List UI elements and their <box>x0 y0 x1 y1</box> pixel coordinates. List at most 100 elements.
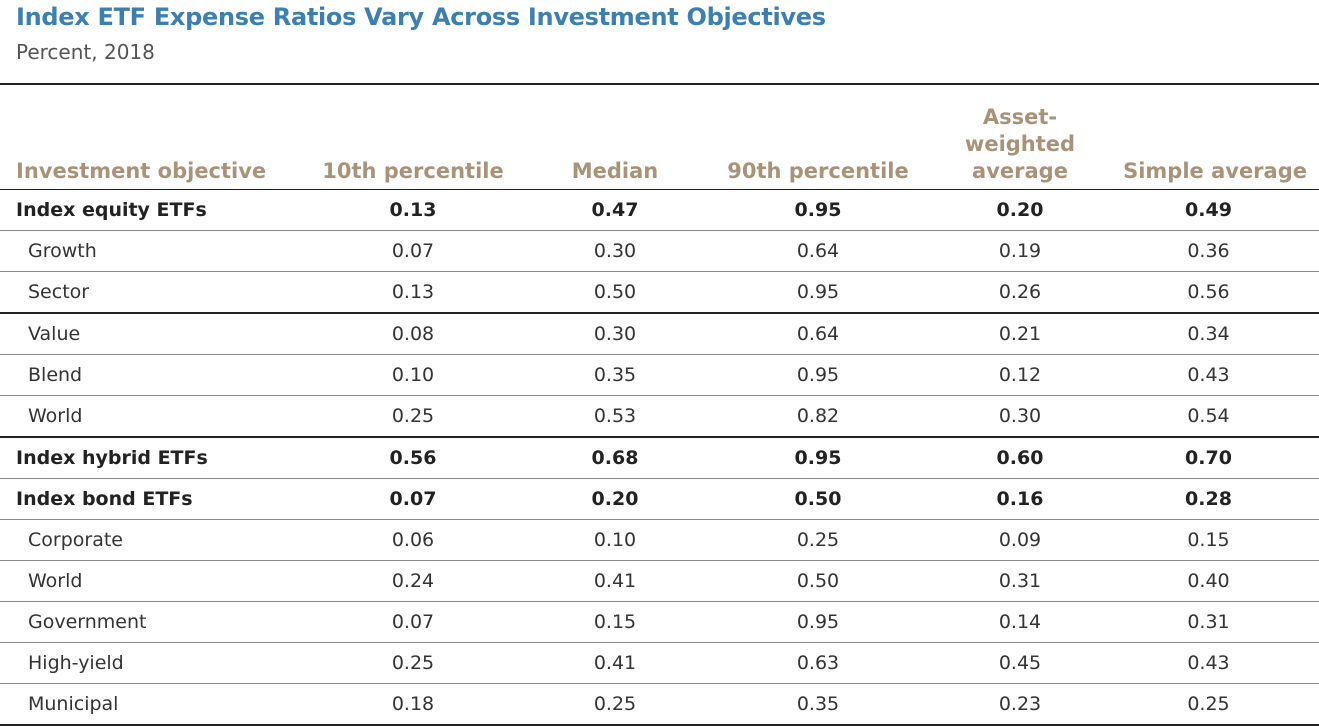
cell-10th-percentile: 0.25 <box>290 642 536 684</box>
cell-10th-percentile: 0.10 <box>290 354 536 396</box>
cell-simple-average: 0.34 <box>1098 313 1319 355</box>
cell-simple-average: 0.36 <box>1098 230 1319 272</box>
row-label: High-yield <box>0 642 290 684</box>
cell-median: 0.47 <box>536 189 694 231</box>
cell-asset-weighted-average: 0.19 <box>942 230 1098 272</box>
table-row: World 0.24 0.41 0.50 0.31 0.40 <box>0 560 1319 602</box>
row-label: Government <box>0 601 290 643</box>
cell-90th-percentile: 0.95 <box>694 354 942 396</box>
cell-median: 0.41 <box>536 560 694 602</box>
cell-median: 0.10 <box>536 519 694 561</box>
table-header: Investment objective 10th percentile Med… <box>0 104 1319 190</box>
cell-simple-average: 0.43 <box>1098 354 1319 396</box>
cell-90th-percentile: 0.82 <box>694 395 942 438</box>
table-row: Blend 0.10 0.35 0.95 0.12 0.43 <box>0 354 1319 396</box>
table-body: Index equity ETFs 0.13 0.47 0.95 0.20 0.49 Gro… <box>0 189 1319 726</box>
table-row: Growth 0.07 0.30 0.64 0.19 0.36 <box>0 230 1319 272</box>
cell-90th-percentile: 0.25 <box>694 519 942 561</box>
column-header-investment-objective: Investment objective <box>0 104 290 190</box>
table-row: Value 0.08 0.30 0.64 0.21 0.34 <box>0 313 1319 355</box>
table-row: Government 0.07 0.15 0.95 0.14 0.31 <box>0 601 1319 643</box>
cell-median: 0.68 <box>536 437 694 479</box>
cell-median: 0.53 <box>536 395 694 438</box>
row-label: World <box>0 395 290 438</box>
cell-90th-percentile: 0.50 <box>694 478 942 520</box>
cell-10th-percentile: 0.25 <box>290 395 536 438</box>
cell-asset-weighted-average: 0.45 <box>942 642 1098 684</box>
cell-90th-percentile: 0.95 <box>694 601 942 643</box>
cell-asset-weighted-average: 0.21 <box>942 313 1098 355</box>
cell-median: 0.25 <box>536 683 694 726</box>
table-row: Corporate 0.06 0.10 0.25 0.09 0.15 <box>0 519 1319 561</box>
row-label: Blend <box>0 354 290 396</box>
row-label: Growth <box>0 230 290 272</box>
cell-asset-weighted-average: 0.23 <box>942 683 1098 726</box>
row-label: Municipal <box>0 683 290 726</box>
cell-simple-average: 0.49 <box>1098 189 1319 231</box>
cell-10th-percentile: 0.08 <box>290 313 536 355</box>
cell-asset-weighted-average: 0.20 <box>942 189 1098 231</box>
cell-median: 0.20 <box>536 478 694 520</box>
cell-10th-percentile: 0.06 <box>290 519 536 561</box>
cell-10th-percentile: 0.18 <box>290 683 536 726</box>
table-row: High-yield 0.25 0.41 0.63 0.45 0.43 <box>0 642 1319 684</box>
cell-asset-weighted-average: 0.16 <box>942 478 1098 520</box>
cell-90th-percentile: 0.95 <box>694 189 942 231</box>
cell-simple-average: 0.40 <box>1098 560 1319 602</box>
cell-simple-average: 0.56 <box>1098 271 1319 314</box>
cell-90th-percentile: 0.64 <box>694 313 942 355</box>
cell-10th-percentile: 0.13 <box>290 189 536 231</box>
cell-10th-percentile: 0.56 <box>290 437 536 479</box>
row-label: Index hybrid ETFs <box>0 437 290 479</box>
column-header-10th-percentile: 10th percentile <box>290 104 536 190</box>
cell-median: 0.15 <box>536 601 694 643</box>
top-rule <box>0 83 1319 85</box>
row-label: Corporate <box>0 519 290 561</box>
column-header-asset-weighted-average: Asset-weighted average <box>942 104 1098 190</box>
cell-simple-average: 0.54 <box>1098 395 1319 438</box>
cell-median: 0.50 <box>536 271 694 314</box>
cell-90th-percentile: 0.95 <box>694 437 942 479</box>
row-label: Index equity ETFs <box>0 189 290 231</box>
expense-ratio-table: Investment objective 10th percentile Med… <box>0 104 1319 726</box>
cell-10th-percentile: 0.07 <box>290 601 536 643</box>
cell-simple-average: 0.28 <box>1098 478 1319 520</box>
cell-asset-weighted-average: 0.30 <box>942 395 1098 438</box>
cell-asset-weighted-average: 0.09 <box>942 519 1098 561</box>
cell-10th-percentile: 0.13 <box>290 271 536 314</box>
cell-10th-percentile: 0.07 <box>290 478 536 520</box>
column-header-simple-average: Simple average <box>1098 104 1319 190</box>
cell-median: 0.30 <box>536 230 694 272</box>
column-header-median: Median <box>536 104 694 190</box>
cell-median: 0.35 <box>536 354 694 396</box>
row-label: Sector <box>0 271 290 314</box>
cell-90th-percentile: 0.35 <box>694 683 942 726</box>
cell-asset-weighted-average: 0.14 <box>942 601 1098 643</box>
cell-asset-weighted-average: 0.60 <box>942 437 1098 479</box>
row-label: Index bond ETFs <box>0 478 290 520</box>
group-row: Index equity ETFs 0.13 0.47 0.95 0.20 0.49 <box>0 189 1319 231</box>
table-row: Sector 0.13 0.50 0.95 0.26 0.56 <box>0 271 1319 314</box>
row-label: World <box>0 560 290 602</box>
cell-90th-percentile: 0.95 <box>694 271 942 314</box>
group-row: Index hybrid ETFs 0.56 0.68 0.95 0.60 0.70 <box>0 437 1319 479</box>
cell-simple-average: 0.43 <box>1098 642 1319 684</box>
table-row: World 0.25 0.53 0.82 0.30 0.54 <box>0 395 1319 438</box>
cell-asset-weighted-average: 0.31 <box>942 560 1098 602</box>
chart-title: Index ETF Expense Ratios Vary Across Inv… <box>16 3 826 31</box>
cell-90th-percentile: 0.63 <box>694 642 942 684</box>
cell-asset-weighted-average: 0.26 <box>942 271 1098 314</box>
cell-simple-average: 0.31 <box>1098 601 1319 643</box>
cell-10th-percentile: 0.24 <box>290 560 536 602</box>
cell-10th-percentile: 0.07 <box>290 230 536 272</box>
cell-median: 0.30 <box>536 313 694 355</box>
cell-simple-average: 0.25 <box>1098 683 1319 726</box>
row-label: Value <box>0 313 290 355</box>
cell-asset-weighted-average: 0.12 <box>942 354 1098 396</box>
cell-90th-percentile: 0.50 <box>694 560 942 602</box>
cell-90th-percentile: 0.64 <box>694 230 942 272</box>
group-row: Index bond ETFs 0.07 0.20 0.50 0.16 0.28 <box>0 478 1319 520</box>
column-header-90th-percentile: 90th percentile <box>694 104 942 190</box>
table-row: Municipal 0.18 0.25 0.35 0.23 0.25 <box>0 683 1319 726</box>
cell-median: 0.41 <box>536 642 694 684</box>
